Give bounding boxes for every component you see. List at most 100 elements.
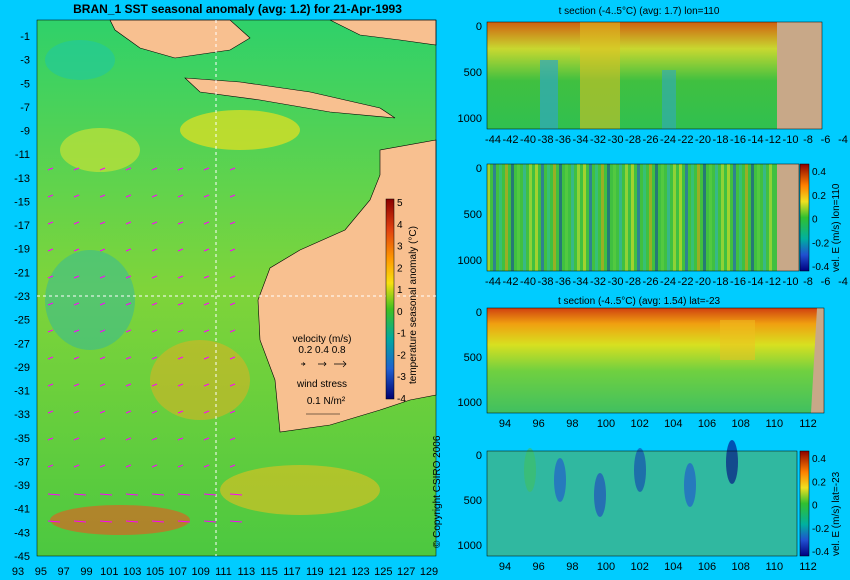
velocity-stripe [595,164,598,271]
x-tick-label: -36 [555,134,571,146]
sst-colorbar-tick: -1 [397,329,406,340]
wind-arrow [177,221,184,225]
wind-arrow [203,410,210,414]
wind-arrow [151,437,158,441]
lat-tick-label: -43 [14,527,30,539]
wind-arrow [99,383,106,387]
velocity-stripe [619,164,622,271]
lat-tick-label: -7 [20,102,30,114]
wind-arrow [151,302,158,306]
wind-arrow [177,248,184,252]
x-tick-label: -8 [803,276,813,288]
wind-arrow [99,248,106,252]
lat-tick-label: -3 [20,55,30,67]
wind-arrow [47,493,61,496]
lat-tick-label: -1 [20,31,30,43]
map-lon-ticks: 93 95 97 99 101 103 105 107 109 111 113 115 117 119 12… [12,566,438,578]
wind-arrow [203,520,217,523]
x-tick-label: 98 [566,561,578,573]
wind-arrow [229,275,236,279]
x-tick-label: -22 [678,276,694,288]
wind-arrow [203,356,210,360]
wind-arrow [151,194,158,198]
x-tick-label: -14 [748,134,764,146]
x-tick-label: 96 [533,561,545,573]
lon-tick-label: 123 [351,566,369,578]
velocity-blob [634,448,646,492]
panel3-subtitle: t section (-4..5°C) (avg: 1.54) lat=-23 [557,296,721,307]
velocity-stripe [511,164,514,271]
wind-arrow [73,275,80,279]
wind-arrow [125,437,132,441]
lat-tick-label: -9 [20,126,30,138]
wind-arrow [125,356,132,360]
map-plot-area [36,19,437,557]
lat-tick-label: -29 [14,362,30,374]
wind-arrow [99,520,113,523]
lon-tick-label: 113 [238,566,256,578]
x-tick-label: 102 [630,418,648,430]
x-tick-label: 112 [799,418,817,430]
x-tick-label: 98 [566,418,578,430]
wind-arrow [99,410,106,414]
wind-arrow [229,221,236,225]
depth-tick-label: 500 [464,352,482,364]
wind-arrow [99,437,106,441]
wind-arrow [177,275,184,279]
x-tick-label: -16 [730,276,746,288]
wind-arrow [203,329,210,333]
x-tick-label: -34 [573,134,589,146]
panel4-colorbar [799,450,810,557]
colorbar-tick: 0.4 [812,454,826,465]
x-tick-label: -42 [503,134,519,146]
wind-arrow [47,383,54,387]
x-tick-label: -28 [625,134,641,146]
wind-arrow [151,520,165,523]
wind-arrow [125,493,139,496]
depth-tick-label: 0 [476,163,482,175]
wind-arrow [177,167,184,171]
wind-arrow [203,275,210,279]
x-tick-label: -18 [713,276,729,288]
wind-arrow [229,329,236,333]
velocity-stripe [613,164,616,271]
x-tick-label: -30 [608,134,624,146]
wind-arrow [73,493,87,496]
velocity-stripe [721,164,724,271]
lat-tick-label: -17 [14,220,30,232]
x-tick-label: -44 [485,134,501,146]
velocity-stripe [499,164,502,271]
wind-arrow [47,437,54,441]
colorbar-tick: -0.4 [812,547,830,558]
depth-tick-label: 500 [464,67,482,79]
wind-arrow [73,464,80,468]
wind-arrow [73,329,80,333]
velocity-stripe [661,164,664,271]
wind-arrow [177,464,184,468]
lat-tick-label: -35 [14,433,30,445]
panel3-plot [486,307,825,414]
lon-tick-label: 97 [58,566,70,578]
wind-arrow [151,329,158,333]
lon-tick-label: 129 [420,566,438,578]
x-tick-label: 110 [766,418,784,430]
wind-arrow [47,248,54,252]
colorbar-tick: 0 [812,501,818,512]
lat-tick-label: -45 [14,551,30,563]
lat-tick-label: -41 [14,504,30,516]
velocity-blob [554,458,566,502]
x-tick-label: 106 [698,561,716,573]
wind-arrow [151,248,158,252]
sst-colorbar-tick: -3 [397,372,406,383]
wind-arrow [203,493,217,496]
wind-arrow [47,194,54,198]
wind-arrow [125,275,132,279]
panel2-colorbar [799,163,810,272]
x-tick-label: 100 [597,418,615,430]
wind-arrow [73,520,87,523]
wind-arrow [229,167,236,171]
x-tick-label: 108 [731,418,749,430]
x-tick-label: 100 [597,561,615,573]
velocity-stripe [643,164,646,271]
